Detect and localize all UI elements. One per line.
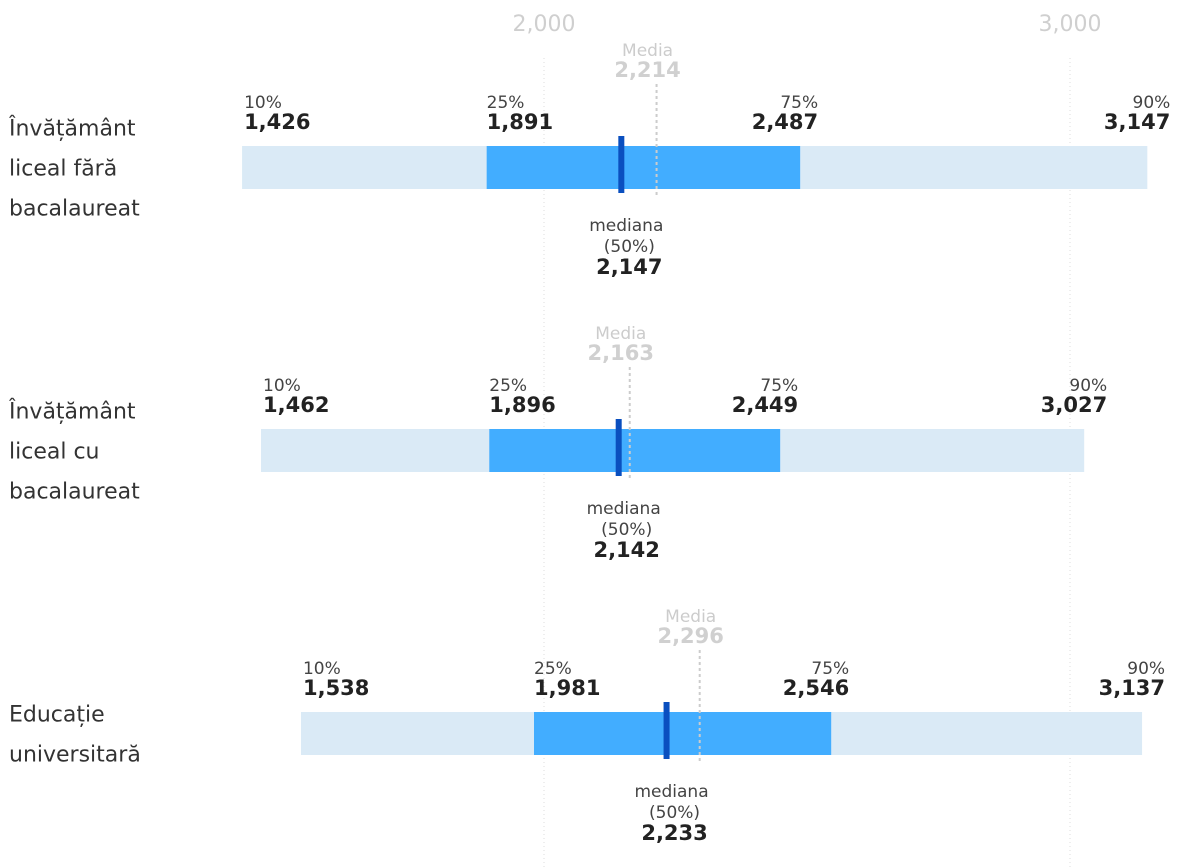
p90-label: 90% xyxy=(1127,659,1165,679)
range-bar-p25-p75 xyxy=(486,146,801,189)
median-value: 2,147 xyxy=(596,255,662,279)
median-percent-label: (50%) xyxy=(604,237,655,257)
median-value: 2,233 xyxy=(641,821,707,845)
category-label: bacalaureat xyxy=(9,197,140,222)
median-percent-label: (50%) xyxy=(649,803,700,823)
category-label: Învățământ xyxy=(8,116,136,142)
x-axis-tick-label: 2,000 xyxy=(513,12,576,37)
p90-value: 3,027 xyxy=(1041,393,1107,417)
p10-label: 10% xyxy=(244,93,282,113)
p75-value: 2,487 xyxy=(752,110,818,134)
category-label: liceal fără xyxy=(9,157,117,182)
p25-label: 25% xyxy=(534,659,572,679)
p25-value: 1,891 xyxy=(487,110,553,134)
mean-label: Media xyxy=(595,324,646,344)
p10-label: 10% xyxy=(263,376,301,396)
p25-value: 1,981 xyxy=(534,676,600,700)
p10-value: 1,538 xyxy=(303,676,369,700)
median-label: mediana xyxy=(587,499,661,519)
p25-value: 1,896 xyxy=(489,393,555,417)
p90-label: 90% xyxy=(1069,376,1107,396)
p25-label: 25% xyxy=(489,376,527,396)
median-percent-label: (50%) xyxy=(601,520,652,540)
p75-value: 2,449 xyxy=(732,393,798,417)
mean-label: Media xyxy=(622,41,673,61)
x-axis-tick-label: 3,000 xyxy=(1039,12,1102,37)
p10-value: 1,462 xyxy=(263,393,329,417)
range-bar-p25-p75 xyxy=(534,712,832,755)
median-label: mediana xyxy=(634,782,708,802)
category-label: Educație xyxy=(9,703,105,728)
p10-label: 10% xyxy=(303,659,341,679)
p75-label: 75% xyxy=(760,376,798,396)
mean-value: 2,163 xyxy=(588,341,654,365)
p90-label: 90% xyxy=(1133,93,1171,113)
median-marker xyxy=(618,136,625,193)
mean-label: Media xyxy=(665,607,716,627)
category-label: liceal cu xyxy=(9,440,99,465)
median-value: 2,142 xyxy=(593,538,659,562)
median-marker xyxy=(663,702,670,759)
median-marker xyxy=(615,419,622,476)
p75-label: 75% xyxy=(811,659,849,679)
mean-value: 2,214 xyxy=(614,58,680,82)
range-bar-p25-p75 xyxy=(489,429,781,472)
p75-label: 75% xyxy=(780,93,818,113)
category-label: Învățământ xyxy=(8,399,136,425)
median-label: mediana xyxy=(589,216,663,236)
category-label: bacalaureat xyxy=(9,480,140,505)
category-label: universitară xyxy=(9,743,141,768)
mean-value: 2,296 xyxy=(657,624,723,648)
p10-value: 1,426 xyxy=(244,110,310,134)
p90-value: 3,137 xyxy=(1099,676,1165,700)
p90-value: 3,147 xyxy=(1104,110,1170,134)
p75-value: 2,546 xyxy=(783,676,849,700)
p25-label: 25% xyxy=(487,93,525,113)
